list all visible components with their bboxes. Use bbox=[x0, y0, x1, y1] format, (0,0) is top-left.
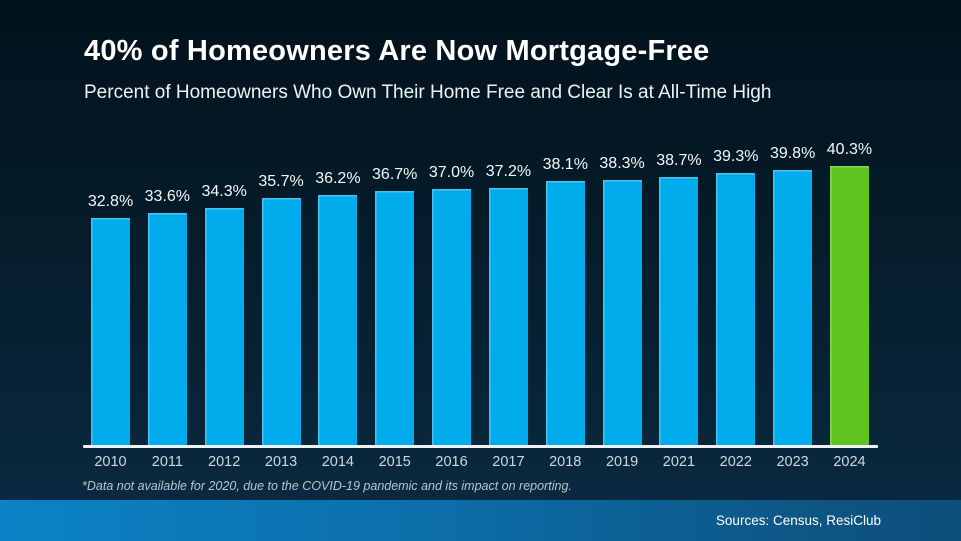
bar bbox=[545, 181, 585, 447]
bar bbox=[716, 173, 756, 447]
x-axis-label: 2022 bbox=[719, 454, 752, 470]
x-axis-label: 2021 bbox=[662, 454, 696, 470]
bar bbox=[375, 191, 415, 447]
bar bbox=[261, 198, 301, 447]
bar-value-label: 34.3% bbox=[201, 182, 247, 200]
bar-value-label: 38.3% bbox=[599, 154, 645, 172]
bar-value-label: 39.8% bbox=[769, 144, 816, 162]
bar-column: 38.1% bbox=[542, 156, 588, 447]
page-subtitle: Percent of Homeowners Who Own Their Home… bbox=[84, 81, 772, 103]
bar bbox=[147, 212, 187, 447]
page-title: 40% of Homeowners Are Now Mortgage-Free bbox=[84, 35, 710, 67]
bar bbox=[204, 207, 244, 447]
x-axis-label: 2011 bbox=[151, 454, 183, 470]
bar-value-label: 37.2% bbox=[485, 162, 532, 180]
x-axis-label: 2012 bbox=[208, 454, 241, 470]
x-axis-labels: 2010 2011 2012 2013 2014 2015 2016 2017 2018 2019… bbox=[91, 454, 869, 470]
bar-column: 32.8% bbox=[87, 193, 134, 447]
bar-value-label: 36.2% bbox=[315, 169, 361, 187]
bar-value-label: 40.3% bbox=[826, 141, 873, 158]
bar bbox=[91, 218, 130, 447]
x-axis-label: 2013 bbox=[264, 454, 298, 470]
x-axis-label: 2016 bbox=[435, 454, 468, 470]
bar-column: 38.3% bbox=[599, 155, 645, 447]
header: 40% of Homeowners Are Now Mortgage-Free … bbox=[84, 35, 772, 104]
bar-column: 40.3% bbox=[826, 141, 873, 447]
footnote: *Data not available for 2020, due to the… bbox=[82, 479, 572, 493]
bar-chart: 32.8% 33.6% 34.3% 35.7% 36.2% 36.7% 37.0% 37.2%… bbox=[83, 140, 878, 448]
bar-value-label: 39.3% bbox=[713, 148, 759, 165]
bar-value-label: 36.7% bbox=[372, 166, 418, 184]
x-axis-label: 2014 bbox=[321, 454, 354, 470]
bar-value-label: 33.6% bbox=[144, 187, 191, 205]
bar bbox=[602, 179, 642, 447]
x-axis-label: 2018 bbox=[549, 454, 582, 470]
bar-column: 37.0% bbox=[428, 164, 475, 447]
bar-column: 35.7% bbox=[258, 173, 304, 447]
bar-value-label: 32.8% bbox=[87, 193, 134, 211]
x-axis-label: 2019 bbox=[605, 454, 639, 470]
x-axis-label: 2024 bbox=[833, 454, 866, 470]
bar-value-label: 38.1% bbox=[542, 156, 588, 174]
bar-column: 36.7% bbox=[372, 166, 418, 447]
bar bbox=[773, 169, 813, 447]
bar-column: 34.3% bbox=[201, 182, 247, 447]
source-band: Sources: Census, ResiClub bbox=[0, 500, 961, 541]
bar-value-label: 38.7% bbox=[656, 152, 702, 170]
bar-column: 36.2% bbox=[315, 169, 361, 447]
bar bbox=[488, 187, 528, 447]
bar-column: 33.6% bbox=[144, 187, 191, 447]
x-axis-label: 2023 bbox=[776, 454, 809, 470]
bar-value-label: 37.0% bbox=[428, 164, 475, 181]
x-axis-label: 2010 bbox=[94, 454, 127, 470]
x-axis-label: 2017 bbox=[492, 454, 525, 470]
bar-column: 38.7% bbox=[656, 152, 702, 447]
x-axis-label: 2015 bbox=[378, 454, 411, 470]
bar-value-label: 35.7% bbox=[258, 173, 304, 191]
bar-column: 39.3% bbox=[713, 148, 759, 447]
bar-column: 37.2% bbox=[485, 162, 532, 447]
bar bbox=[318, 194, 358, 447]
bars-container: 32.8% 33.6% 34.3% 35.7% 36.2% 36.7% 37.0% 37.2%… bbox=[87, 140, 873, 447]
x-axis-line bbox=[83, 445, 878, 448]
bar-column: 39.8% bbox=[769, 144, 816, 447]
bar bbox=[432, 189, 472, 447]
bar-highlighted bbox=[829, 166, 869, 447]
sources-text: Sources: Census, ResiClub bbox=[715, 513, 881, 528]
bar bbox=[659, 177, 699, 447]
